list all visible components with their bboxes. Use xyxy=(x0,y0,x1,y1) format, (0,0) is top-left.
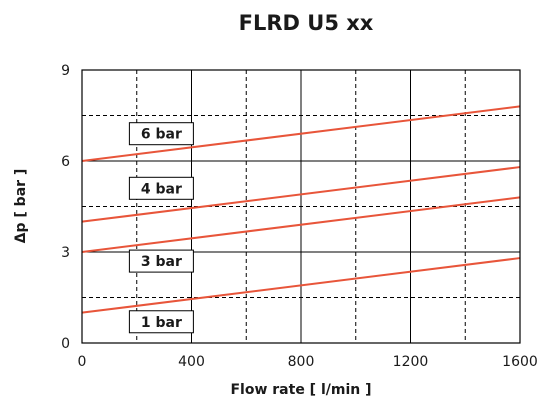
y-tick-label-2: 6 xyxy=(61,154,70,170)
series-label-1-bar: 1 bar xyxy=(141,315,182,331)
x-tick-label-3: 1200 xyxy=(393,354,429,370)
series-label-box-3-bar xyxy=(128,249,194,273)
x-axis-label: Flow rate [ l/min ] xyxy=(230,382,371,398)
y-tick-label-0: 0 xyxy=(61,336,70,352)
x-tick-label-4: 1600 xyxy=(502,354,538,370)
x-tick-label-2: 800 xyxy=(288,354,315,370)
y-tick-label-1: 3 xyxy=(61,245,70,261)
series-label-6-bar: 6 bar xyxy=(141,127,182,143)
chart-title: FLRD U5 xx xyxy=(239,11,374,35)
plot-frame xyxy=(81,69,521,344)
y-axis-label: Δp [ bar ] xyxy=(13,169,29,244)
series-line-6-bar xyxy=(81,105,521,162)
x-tick-label-0: 0 xyxy=(78,354,87,370)
series-line-3-bar xyxy=(81,196,521,253)
series-line-4-bar xyxy=(81,166,521,223)
series-label-4-bar: 4 bar xyxy=(141,181,182,197)
series-label-box-1-bar xyxy=(128,310,194,334)
series-label-box-4-bar xyxy=(128,176,194,200)
series-layer xyxy=(81,105,521,314)
x-tick-label-1: 400 xyxy=(178,354,205,370)
axis-layer: 0 400 800 1200 1600 0 3 6 9 xyxy=(61,63,538,370)
series-label-box-6-bar xyxy=(128,122,194,146)
series-label-3-bar: 3 bar xyxy=(141,254,182,270)
series-line-1-bar xyxy=(81,257,521,314)
series-labels-layer: 6 bar 4 bar 3 bar 1 bar xyxy=(128,122,194,334)
y-tick-label-3: 9 xyxy=(61,63,70,79)
